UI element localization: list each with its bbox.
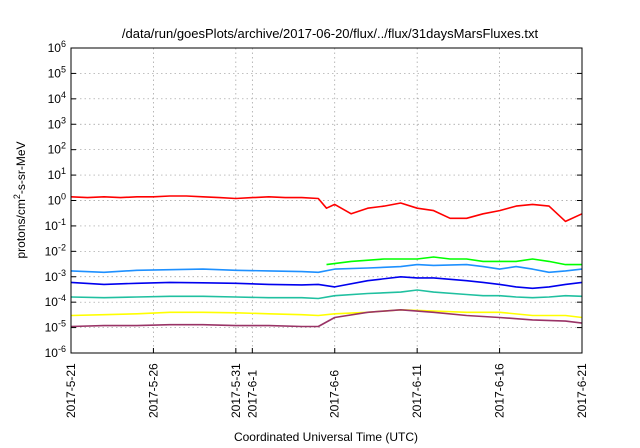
y-tick-label: 10-5 (45, 319, 66, 335)
x-tick-label: 2017-5-31 (229, 363, 243, 418)
y-tick-label: 10-6 (45, 344, 66, 360)
series-line-5 (70, 289, 583, 300)
x-tick-label: 2017-6-21 (575, 363, 589, 418)
chart-title: /data/run/goesPlots/archive/2017-06-20/f… (122, 26, 539, 41)
y-tick-label: 103 (48, 115, 66, 131)
series-line-7 (70, 309, 583, 328)
x-tick-label: 2017-6-6 (328, 370, 342, 418)
series-line-4 (70, 276, 583, 290)
x-tick-label: 2017-6-1 (245, 370, 259, 418)
x-axis-label: Coordinated Universal Time (UTC) (234, 430, 418, 444)
x-tick-label: 2017-6-16 (493, 363, 507, 418)
series-line-3 (70, 263, 583, 274)
x-tick-label: 2017-5-21 (64, 363, 78, 418)
y-tick-label: 106 (48, 39, 66, 55)
y-tick-label: 105 (48, 64, 66, 80)
y-tick-label: 102 (48, 141, 66, 157)
y-tick-label: 10-3 (45, 268, 66, 284)
y-tick-label: 10-1 (45, 217, 66, 233)
y-axis-label: protons/cm2-s-sr-MeV (12, 141, 28, 258)
y-tick-label: 10-4 (45, 293, 66, 309)
y-tick-label: 101 (48, 166, 66, 182)
x-tick-label: 2017-5-26 (146, 363, 160, 418)
y-tick-label: 100 (48, 192, 66, 208)
data-series (70, 195, 583, 328)
series-line-6 (70, 309, 583, 319)
x-axis: 2017-5-21 2017-5-26 2017-5-31 2017-6-1 2017-… (64, 348, 589, 418)
y-axis: 10-6 10-5 10-4 10-3 10-2 10-1 100 101 102 103 104 1… (45, 39, 582, 360)
x-tick-label: 2017-6-11 (410, 364, 424, 418)
series-line-2 (326, 256, 582, 266)
y-tick-label: 104 (48, 90, 66, 106)
y-tick-label: 10-2 (45, 242, 66, 258)
grid-lines (70, 47, 583, 354)
series-line-1 (70, 195, 583, 223)
